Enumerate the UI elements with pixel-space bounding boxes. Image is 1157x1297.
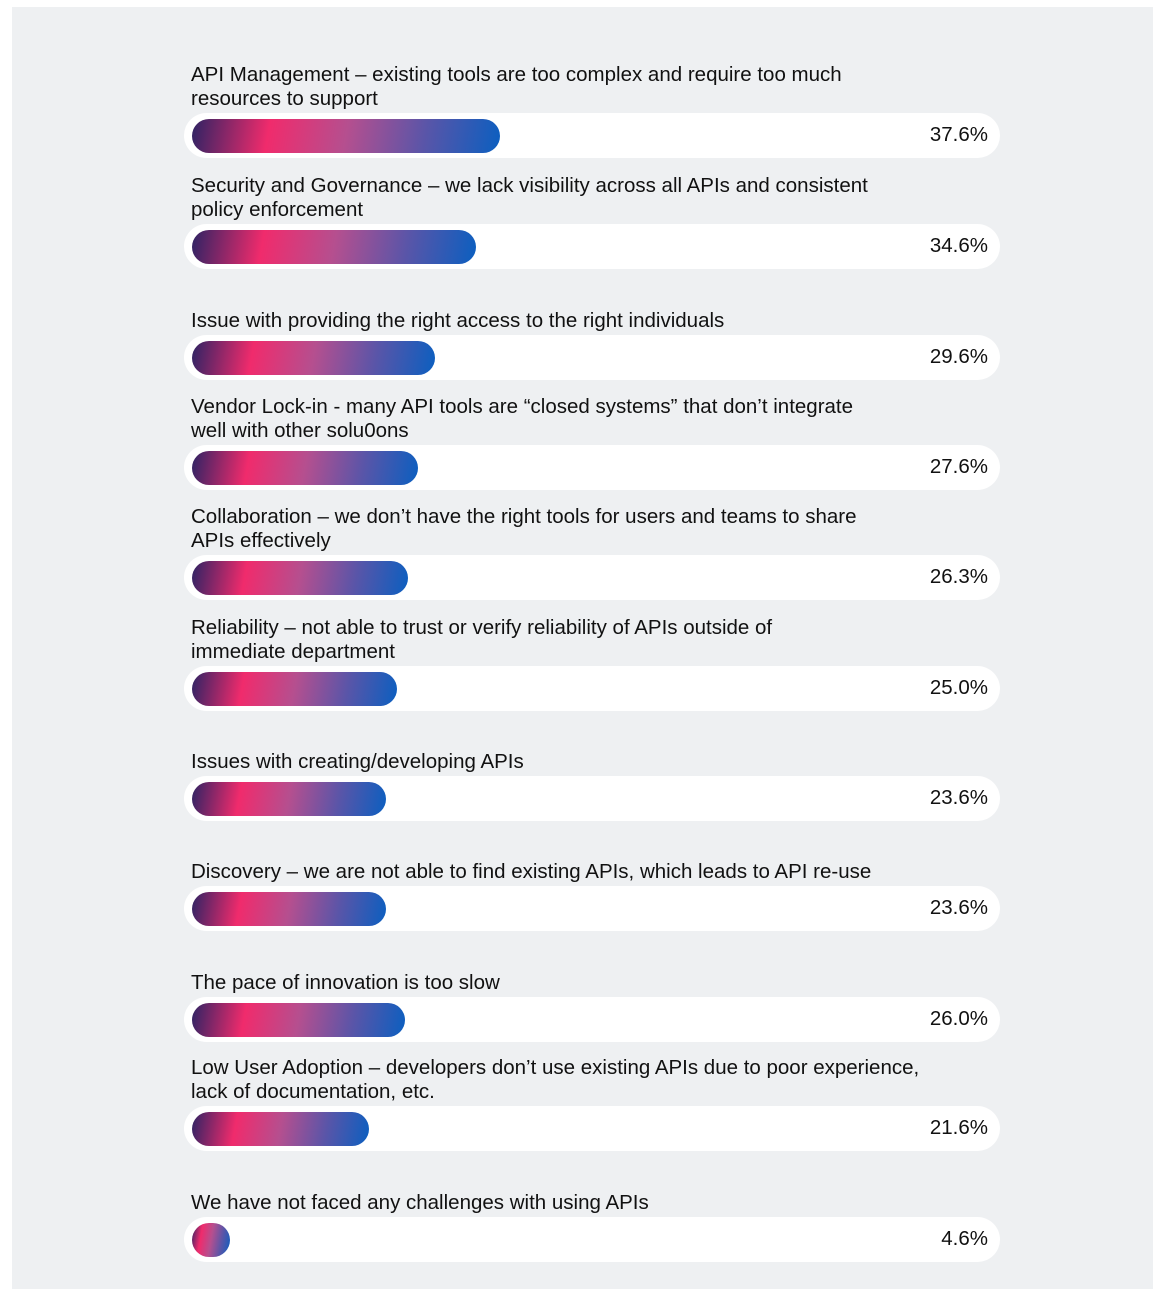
bar-track: 4.6% [184,1217,1000,1262]
bar [192,782,386,816]
bar [192,561,408,595]
bar [192,1112,370,1146]
bar-track: 23.6% [184,886,1000,931]
value-label: 27.6% [929,455,988,478]
category-label: Low User Adoption – developers don’t use… [191,1056,920,1103]
bar [192,1223,230,1257]
value-label: 29.6% [929,345,988,368]
bar [192,672,397,706]
bar-track: 26.3% [184,555,1000,600]
value-label: 37.6% [929,123,988,146]
category-label: API Management – existing tools are too … [191,63,842,110]
chart-panel: API Management – existing tools are too … [12,7,1153,1289]
bar-track: 26.0% [184,997,1000,1042]
bar [192,230,476,264]
bar-track: 29.6% [184,335,1000,380]
value-label: 26.3% [929,565,988,588]
bar [192,119,501,153]
bar-track: 23.6% [184,776,1000,821]
value-label: 23.6% [929,786,988,809]
category-label: Security and Governance – we lack visibi… [191,174,868,221]
bar [192,1003,406,1037]
bar-track: 21.6% [184,1106,1000,1151]
value-label: 4.6% [941,1227,988,1250]
bar-track: 27.6% [184,445,1000,490]
value-label: 21.6% [929,1116,988,1139]
bar [192,451,419,485]
category-label: Vendor Lock-in - many API tools are “clo… [191,395,854,442]
value-label: 25.0% [929,676,988,699]
bar-track: 37.6% [184,113,1000,158]
value-label: 23.6% [929,896,988,919]
category-label: Issue with providing the right access to… [191,309,725,332]
category-label: The pace of innovation is too slow [191,971,500,994]
bar [192,892,386,926]
category-label: We have not faced any challenges with us… [191,1191,649,1214]
bar-track: 34.6% [184,224,1000,269]
bar [192,341,435,375]
value-label: 26.0% [929,1007,988,1030]
value-label: 34.6% [929,234,988,257]
bar-track: 25.0% [184,666,1000,711]
category-label: Issues with creating/developing APIs [191,750,524,773]
category-label: Reliability – not able to trust or verif… [191,616,773,663]
category-label: Collaboration – we don’t have the right … [191,505,857,552]
category-label: Discovery – we are not able to find exis… [191,860,872,883]
